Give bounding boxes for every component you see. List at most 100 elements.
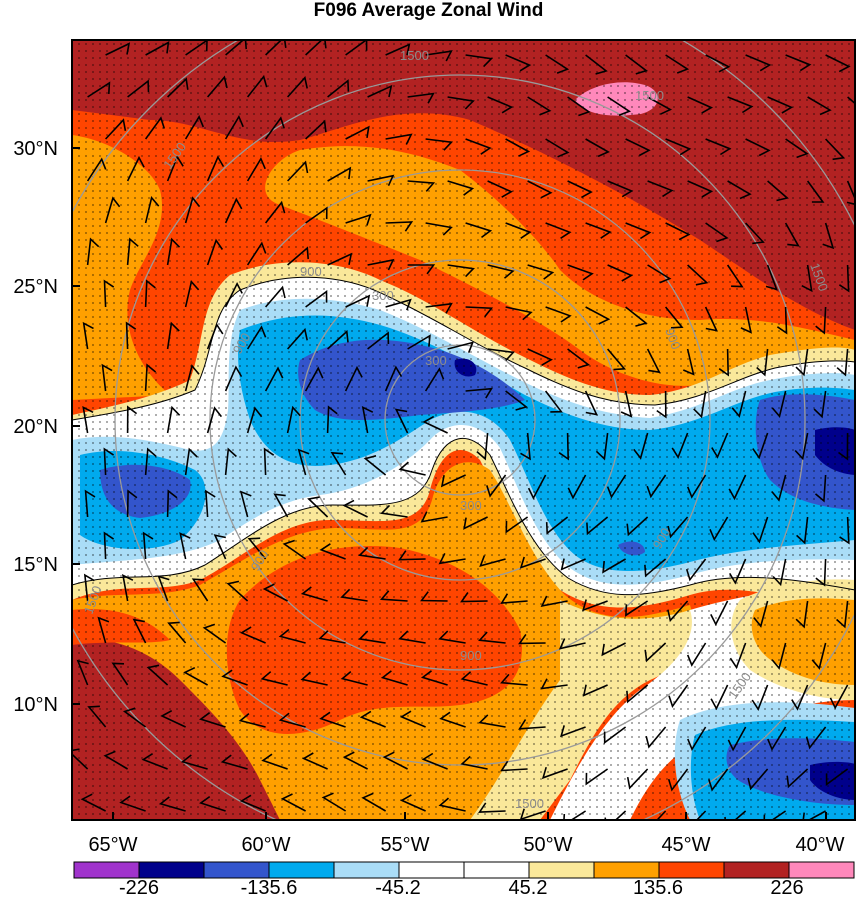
wind-barb — [183, 666, 208, 686]
wind-barb — [438, 630, 466, 644]
wind-barb — [206, 322, 224, 350]
wind-barb — [220, 754, 248, 770]
wind-barb — [794, 432, 809, 461]
wind-barb — [260, 671, 288, 686]
stipple-overlay — [72, 40, 855, 820]
wind-barb — [567, 348, 591, 369]
wind-barb — [76, 659, 89, 686]
wind-barb — [527, 180, 553, 199]
wind-barb — [358, 630, 386, 644]
wind-barb — [838, 264, 850, 293]
wind-barb — [667, 516, 689, 539]
wind-barb — [367, 331, 390, 350]
wind-barb — [166, 405, 181, 434]
wind-barb — [144, 195, 160, 224]
wind-barb — [167, 621, 187, 644]
wind-barb — [398, 630, 426, 644]
wind-barb — [420, 670, 448, 686]
wind-barb — [224, 114, 244, 140]
wind-barb — [500, 760, 528, 772]
wind-barb — [440, 474, 466, 488]
wind-barb — [567, 264, 594, 281]
wind-barb — [184, 364, 200, 392]
wind-barb — [273, 493, 289, 518]
wind-barb — [606, 348, 627, 371]
wind-barb — [487, 96, 514, 114]
wind-barb — [439, 711, 466, 728]
wind-barb — [166, 489, 178, 518]
wind-barb — [385, 221, 414, 232]
wind-barb — [246, 156, 266, 182]
wind-barb — [838, 432, 849, 461]
lon-label: 60°W — [241, 834, 290, 856]
wind-barb — [487, 264, 515, 279]
wind-barb — [144, 279, 156, 308]
wind-barb — [246, 325, 267, 350]
colorbar-swatch — [788, 861, 855, 879]
wind-barb — [447, 96, 475, 110]
wind-barb — [478, 802, 506, 813]
wind-barb — [667, 768, 689, 792]
wind-barb — [729, 558, 747, 585]
wind-barb — [239, 794, 266, 812]
wind-barb — [665, 222, 691, 241]
wind-barb — [685, 558, 707, 582]
lat-label: 20°N — [13, 416, 58, 438]
wind-barb — [771, 474, 787, 502]
wind-barb — [385, 298, 412, 311]
wind-barb — [141, 753, 168, 770]
zero-contour-line — [72, 276, 855, 421]
wind-barb — [545, 516, 569, 535]
wind-barb — [710, 600, 729, 626]
wind-barb — [527, 96, 552, 116]
wind-barb — [184, 279, 200, 308]
wind-barb — [166, 321, 180, 350]
wind-barb — [146, 664, 169, 686]
wind-barb — [646, 474, 667, 499]
wind-barb — [582, 684, 608, 697]
wind-barb — [204, 489, 216, 518]
contour-label: 300 — [460, 498, 482, 513]
wind-barb — [330, 451, 347, 476]
wind-barb — [585, 768, 609, 786]
wind-barb — [278, 628, 306, 644]
lon-label: 65°W — [88, 834, 137, 856]
wind-barb — [687, 726, 707, 751]
wind-barb — [465, 387, 494, 399]
wind-barb — [287, 75, 308, 98]
wind-barb — [166, 155, 184, 182]
wind-barb — [625, 222, 652, 240]
wind-barb — [447, 180, 475, 196]
plot-frame — [71, 39, 856, 821]
wind-barb — [206, 155, 225, 182]
wind-barb — [647, 264, 672, 284]
wind-barb — [287, 246, 309, 266]
wind-barb — [224, 197, 243, 224]
wind-barb — [745, 138, 771, 157]
contour-label: 1500 — [635, 88, 664, 103]
wind-barb — [825, 768, 849, 786]
wind-barb — [505, 390, 528, 411]
wind-barb — [127, 79, 150, 98]
wind-barb — [97, 616, 110, 644]
contour-label: 900 — [460, 648, 482, 663]
wind-barb — [302, 752, 328, 770]
wind-barb — [72, 748, 89, 770]
wind-barb — [664, 306, 684, 329]
wind-barb — [805, 726, 827, 750]
colorbar-swatch — [268, 861, 335, 879]
colorbar-swatch — [658, 861, 725, 879]
wind-barb — [545, 306, 572, 323]
longitude-axis: 65°W 60°W 55°W 50°W 45°W 40°W — [88, 812, 845, 856]
wind-barb — [478, 714, 506, 728]
wind-barb — [144, 447, 157, 476]
lon-label: 45°W — [661, 834, 710, 856]
colorbar-swatch — [593, 861, 660, 879]
wind-barb — [795, 348, 809, 377]
wind-barb — [119, 795, 146, 812]
wind-barb — [836, 348, 849, 377]
wind-barb — [644, 558, 667, 578]
wind-barb — [751, 684, 769, 711]
wind-barb — [518, 633, 546, 645]
